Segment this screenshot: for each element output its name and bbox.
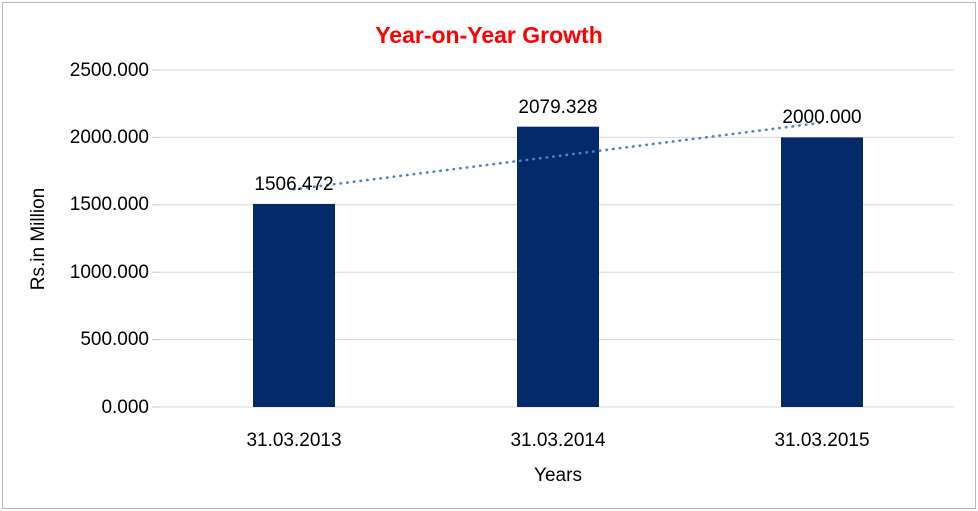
bar xyxy=(253,203,335,407)
chart-title: Year-on-Year Growth xyxy=(375,22,603,48)
y-tick-label: 2000.000 xyxy=(69,127,149,148)
x-tick-label: 31.03.2015 xyxy=(774,430,870,451)
x-tick-label: 31.03.2014 xyxy=(510,430,606,451)
x-tick-label: 31.03.2013 xyxy=(246,430,342,451)
y-tick-label: 1500.000 xyxy=(69,194,149,215)
plot-area xyxy=(152,69,954,408)
bar xyxy=(517,126,599,407)
bar-data-label: 1506.472 xyxy=(254,174,334,195)
trendline xyxy=(292,121,824,191)
bar xyxy=(781,137,863,407)
bar-data-label: 2079.328 xyxy=(518,97,598,118)
y-tick-label: 0.000 xyxy=(101,397,149,418)
x-axis-title: Years xyxy=(534,465,582,486)
bar-data-label: 2000.000 xyxy=(782,107,862,128)
y-tick-label: 500.000 xyxy=(80,329,149,350)
y-tick-label: 1000.000 xyxy=(69,262,149,283)
y-tick-label: 2500.000 xyxy=(69,60,149,81)
